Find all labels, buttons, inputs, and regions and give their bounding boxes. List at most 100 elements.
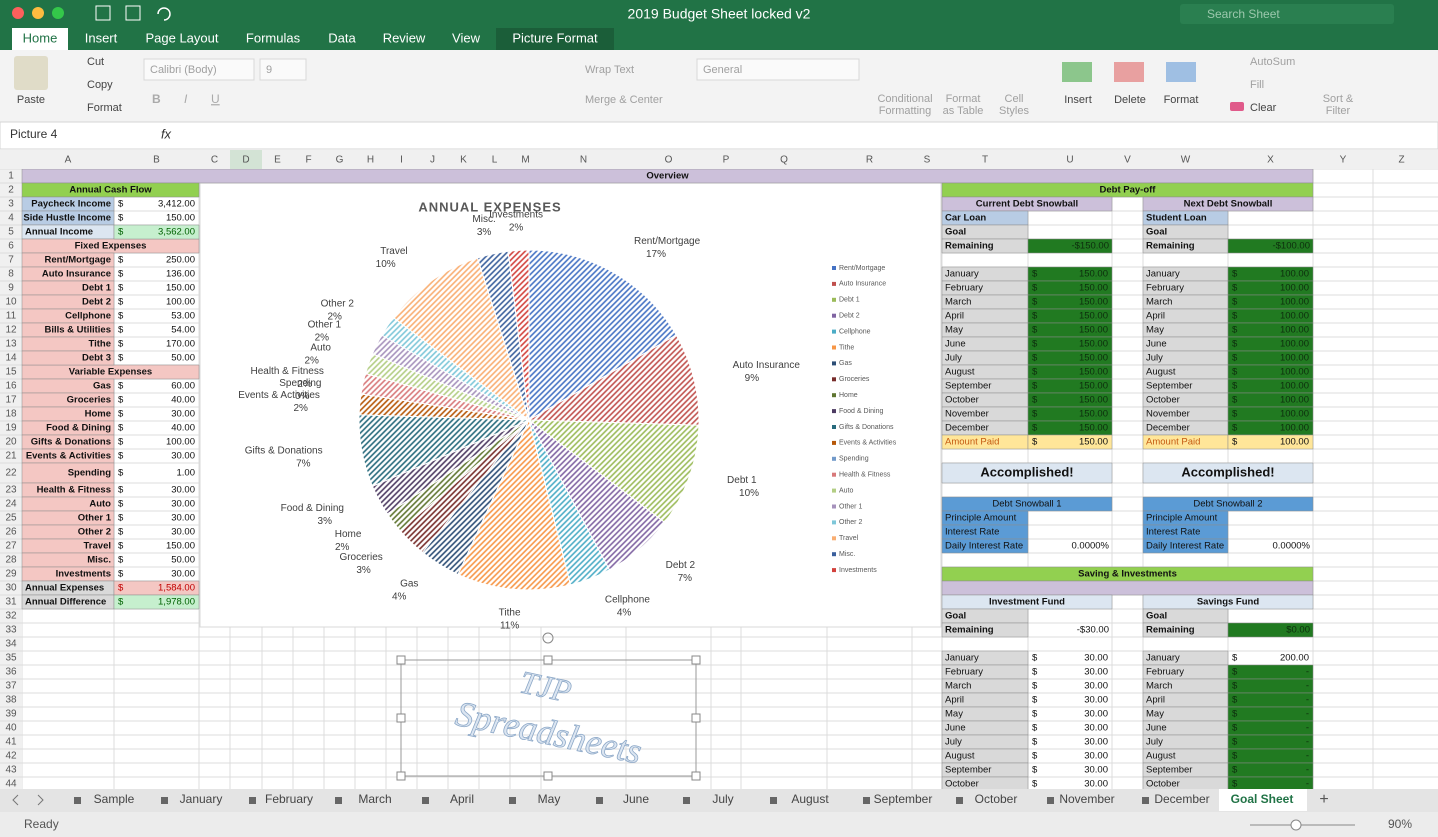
format-label[interactable]: Format [1164,94,1199,106]
pie-value-label: 3% [477,227,492,238]
sheet-tab[interactable]: January [180,792,223,806]
rotate-handle[interactable] [542,632,554,644]
sheet-tab[interactable]: June [623,792,649,806]
resize-handle[interactable] [691,713,701,723]
cell-currency: $ [1032,695,1038,706]
ribbon-tab[interactable]: Insert [85,30,118,45]
resize-handle[interactable] [396,771,406,781]
wrap-text-label[interactable]: Wrap Text [585,64,634,76]
cell-value: 150.00 [1079,353,1108,364]
cell-styles-label[interactable]: Styles [999,105,1029,117]
format-painter-label[interactable]: Format [87,102,122,114]
ribbon-tab[interactable]: Review [383,30,426,45]
ribbon-tab[interactable]: Data [328,30,356,45]
cell-text: Annual Expenses [25,583,104,594]
sheet-tab[interactable]: April [450,792,474,806]
resize-handle[interactable] [691,655,701,665]
number-format-box[interactable] [696,58,860,81]
lock-icon [1142,797,1149,804]
cell-text: February [1146,283,1184,294]
insert-icon[interactable] [1062,62,1092,82]
fill-label[interactable]: Fill [1250,79,1264,91]
format-icon[interactable] [1166,62,1196,82]
sheet-tab[interactable]: May [538,792,561,806]
size-box[interactable] [259,58,307,81]
bold-button[interactable]: B [152,92,161,106]
save-icon[interactable] [125,5,141,21]
zoom-thumb[interactable] [1290,819,1302,831]
cut-label[interactable]: Cut [87,56,104,68]
ribbon-tab[interactable]: Page Layout [145,30,218,45]
cell-text: October [1146,779,1180,790]
autosum-label[interactable]: AutoSum [1250,56,1295,68]
search-box[interactable] [1180,4,1394,24]
tab-scroll-arrows[interactable] [12,794,44,806]
sheet-tab[interactable]: September [874,792,933,806]
zoom-level: 90% [1388,817,1412,831]
cell-text: Debt 2 [82,297,111,308]
ribbon-tab[interactable]: View [452,30,481,45]
sheet-tab[interactable]: Sample [94,792,135,806]
italic-button[interactable]: I [184,92,188,106]
ribbon-tab[interactable]: Formulas [246,30,301,45]
ribbon-tab[interactable]: Home [23,30,58,45]
sort-label[interactable]: Sort & [1323,93,1354,105]
format-table-label[interactable]: Format [946,93,981,105]
font-box[interactable] [143,58,255,81]
resize-handle[interactable] [396,713,406,723]
resize-handle[interactable] [396,655,406,665]
pie-label: Other 2 [321,298,355,309]
cell-text: April [1146,695,1165,706]
pie-slice [527,334,700,426]
name-box[interactable]: Picture 4 [10,127,58,141]
sort-label[interactable]: Filter [1326,105,1351,117]
conditional-label[interactable]: Conditional [877,93,932,105]
copy-label[interactable]: Copy [87,79,113,91]
column-header: O [665,155,673,166]
sheet-tab[interactable]: July [712,792,733,806]
resize-handle[interactable] [691,771,701,781]
cell-text: August [1146,367,1176,378]
pie-value-label: 11% [500,620,519,631]
sheet-tab[interactable]: October [975,792,1018,806]
undo-icon[interactable] [157,7,171,21]
merge-label[interactable]: Merge & Center [585,94,663,106]
underline-button[interactable]: U [211,92,220,106]
column-header: Z [1398,155,1404,166]
cell-text: May [945,325,963,336]
resize-handle[interactable] [543,655,553,665]
cell-text: Debt Pay-off [1100,185,1157,196]
add-sheet-button[interactable]: + [1319,791,1328,808]
sheet-tab[interactable]: November [1059,792,1114,806]
row-header: 6 [8,241,14,252]
format-table-label[interactable]: as Table [943,105,984,117]
sheet-tab[interactable]: Goal Sheet [1231,792,1294,806]
clear-label[interactable]: Clear [1250,102,1277,114]
cell-fill [941,182,1314,198]
resize-handle[interactable] [543,771,553,781]
delete-icon[interactable] [1114,62,1144,82]
sheet-tab[interactable]: August [791,792,829,806]
conditional-label[interactable]: Formatting [879,105,932,117]
close-button[interactable] [12,7,24,19]
paste-label[interactable]: Paste [17,94,45,106]
paste-icon[interactable] [14,56,48,90]
sheet-tab[interactable]: December [1154,792,1209,806]
delete-label[interactable]: Delete [1114,94,1146,106]
sheet-tab[interactable]: February [265,792,313,806]
clear-icon[interactable] [1230,102,1244,111]
legend-swatch [832,361,836,366]
insert-label[interactable]: Insert [1064,94,1092,106]
ribbon-tab[interactable]: Picture Format [512,30,598,45]
sidebar-icon[interactable] [95,5,111,21]
cell-styles-label[interactable]: Cell [1005,93,1024,105]
cell-currency: $ [118,311,124,322]
zoom-button[interactable] [52,7,64,19]
pie-label: Other 1 [308,320,342,331]
sheet-tab[interactable]: March [358,792,391,806]
cell-fill [941,622,1029,638]
cell-currency: $ [118,409,124,420]
cell-text: Auto Insurance [42,269,111,280]
minimize-button[interactable] [32,7,44,19]
fx-button[interactable]: fx [161,126,172,141]
